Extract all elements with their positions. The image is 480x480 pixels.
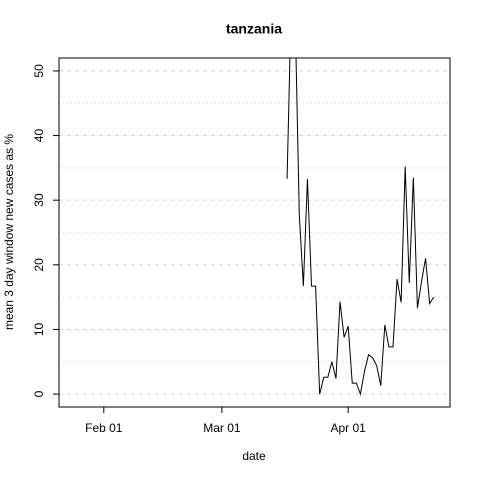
y-tick-label: 10 — [32, 322, 46, 336]
x-tick-label: Mar 01 — [203, 421, 241, 435]
data-line — [286, 58, 435, 396]
chart-title: tanzania — [226, 21, 282, 37]
y-tick-label: 30 — [32, 193, 46, 207]
y-tick-label: 20 — [32, 258, 46, 272]
x-tick-label: Feb 01 — [85, 421, 123, 435]
y-tick-label: 40 — [32, 129, 46, 143]
x-tick-label: Apr 01 — [330, 421, 366, 435]
y-tick-label: 0 — [32, 390, 46, 397]
x-axis-label: date — [242, 449, 266, 463]
y-axis-label: mean 3 day window new cases as % — [2, 134, 16, 330]
y-tick-label: 50 — [32, 64, 46, 78]
plot-frame — [58, 57, 451, 408]
